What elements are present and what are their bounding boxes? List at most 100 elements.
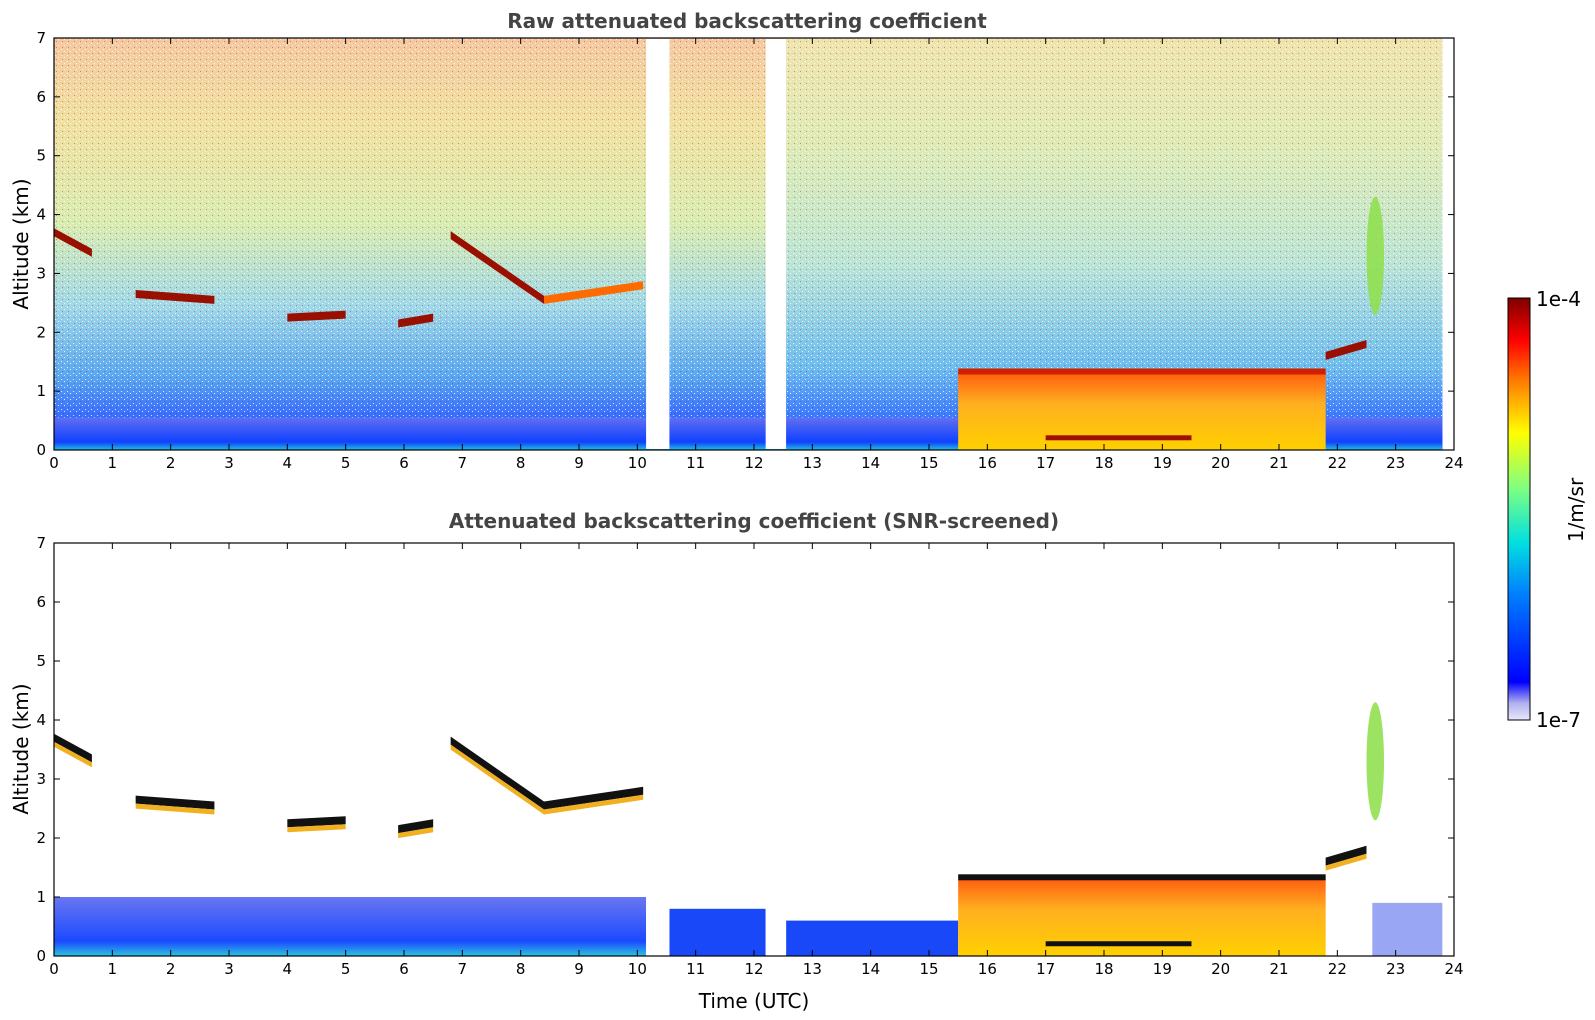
y-tick-label: 6 (36, 88, 46, 106)
y-tick-label: 5 (36, 652, 46, 670)
p2-y-ticks: 0 1 2 3 4 5 6 7 (36, 534, 1454, 965)
x-tick-label: 11 (686, 960, 705, 978)
x-tick-label: 22 (1328, 960, 1347, 978)
cloud-layer (450, 736, 544, 810)
x-tick-label: 20 (1211, 454, 1230, 472)
x-tick-label: 14 (861, 454, 880, 472)
x-tick-label: 3 (224, 960, 234, 978)
x-tick-label: 17 (1036, 960, 1055, 978)
y-tick-label: 1 (36, 382, 46, 400)
x-tick-label: 17 (1036, 454, 1055, 472)
x-tick-label: 23 (1386, 454, 1405, 472)
x-tick-label: 10 (628, 454, 647, 472)
near-surface-layer (1372, 902, 1443, 956)
cloud-layer-halo (54, 741, 92, 768)
x-tick-label: 24 (1444, 454, 1463, 472)
cloud-layer (135, 290, 215, 304)
y-tick-label: 3 (36, 770, 46, 788)
y-tick-label: 0 (36, 441, 46, 459)
low-cloud-layer (1045, 941, 1192, 947)
low-cloud-layer (1045, 435, 1192, 441)
colorbar-max-label: 1e-4 (1536, 287, 1581, 311)
near-surface-layer (54, 897, 647, 956)
cloud-layer-halo (135, 803, 215, 815)
y-tick-label: 2 (36, 323, 46, 341)
cloud-layer (544, 786, 644, 810)
cloud-layer-halo (544, 794, 644, 815)
y-tick-label: 1 (36, 888, 46, 906)
colorbar-min-label: 1e-7 (1536, 708, 1581, 732)
x-tick-label: 6 (399, 960, 409, 978)
colorbar: 1e-4 1e-7 1/m/sr (1507, 287, 1588, 732)
cloud-layer (398, 313, 434, 328)
panel1-title: Raw attenuated backscattering coefficien… (507, 9, 987, 33)
p2-y-axis-label: Altitude (km) (9, 683, 33, 814)
data-gap (646, 544, 670, 955)
cloud-layer (54, 228, 92, 257)
y-tick-label: 5 (36, 147, 46, 165)
x-tick-label: 12 (744, 454, 763, 472)
aerosol-plume (1366, 196, 1384, 315)
aerosol-plume (1366, 702, 1384, 821)
colorbar-unit-label: 1/m/sr (1564, 477, 1588, 542)
snr-screened-panel: Attenuated backscattering coefficient (S… (9, 509, 1464, 1013)
x-tick-label: 2 (166, 454, 176, 472)
cloud-layer (544, 281, 644, 304)
x-tick-label: 18 (1094, 454, 1113, 472)
cloud-layer (450, 231, 544, 304)
y-tick-label: 0 (36, 947, 46, 965)
cloud-layer (1325, 340, 1367, 360)
x-tick-label: 21 (1269, 454, 1288, 472)
x-tick-label: 5 (341, 454, 351, 472)
cloud-layer (287, 816, 346, 828)
p2-features (54, 702, 1384, 956)
x-tick-label: 5 (341, 960, 351, 978)
p1-features (54, 196, 1384, 450)
boundary-layer-top (958, 874, 1326, 881)
x-tick-label: 6 (399, 454, 409, 472)
cloud-layer-halo (398, 827, 434, 839)
x-tick-label: 16 (978, 454, 997, 472)
near-surface-layer (669, 908, 766, 956)
x-tick-label: 9 (574, 454, 584, 472)
x-tick-label: 20 (1211, 960, 1230, 978)
x-tick-label: 19 (1153, 454, 1172, 472)
x-tick-label: 21 (1269, 960, 1288, 978)
x-tick-label: 12 (744, 960, 763, 978)
x-tick-label: 4 (283, 960, 293, 978)
data-gap (765, 39, 787, 449)
x-tick-label: 0 (49, 454, 59, 472)
p2-x-ticks: 0 1 2 3 4 5 6 7 8 9 10 11 12 13 14 15 16 17 18 19 20 21 22 23 24 (49, 543, 1464, 978)
p1-y-axis-label: Altitude (km) (9, 178, 33, 309)
p1-y-ticks: 0 1 2 3 4 5 6 7 (36, 29, 1454, 459)
cloud-layer (1325, 845, 1367, 866)
x-tick-label: 24 (1444, 960, 1463, 978)
y-tick-label: 7 (36, 534, 46, 552)
x-tick-label: 2 (166, 960, 176, 978)
x-tick-label: 4 (283, 454, 293, 472)
x-tick-label: 9 (574, 960, 584, 978)
cloud-layer (135, 795, 215, 810)
y-tick-label: 6 (36, 593, 46, 611)
colorbar-gradient (1507, 297, 1531, 721)
cloud-layer (54, 733, 92, 763)
x-tick-label: 3 (224, 454, 234, 472)
x-tick-label: 15 (919, 960, 938, 978)
x-tick-label: 10 (628, 960, 647, 978)
x-tick-label: 22 (1328, 454, 1347, 472)
boundary-layer-top (958, 368, 1326, 375)
x-tick-label: 23 (1386, 960, 1405, 978)
x-tick-label: 1 (108, 960, 118, 978)
panel2-title: Attenuated backscattering coefficient (S… (449, 509, 1059, 533)
x-tick-label: 8 (516, 454, 526, 472)
x-tick-label: 13 (803, 960, 822, 978)
x-tick-label: 7 (458, 454, 468, 472)
y-tick-label: 2 (36, 829, 46, 847)
x-tick-label: 15 (919, 454, 938, 472)
cloud-layer-halo (450, 744, 544, 815)
x-tick-label: 16 (978, 960, 997, 978)
x-tick-label: 0 (49, 960, 59, 978)
cloud-layer (287, 310, 346, 322)
x-tick-label: 14 (861, 960, 880, 978)
